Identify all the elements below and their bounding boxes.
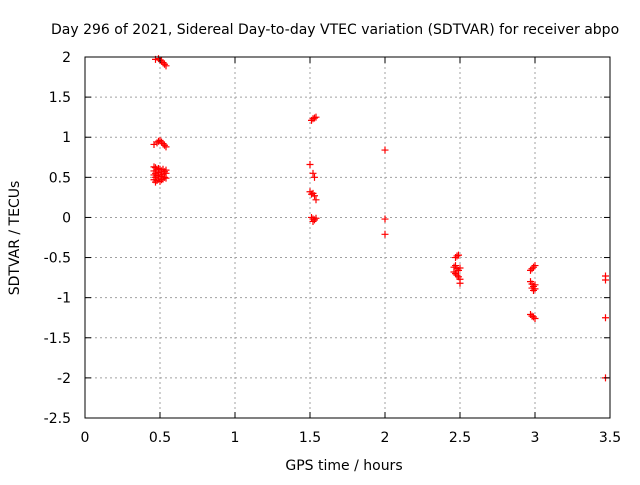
data-point <box>531 285 539 293</box>
data-point <box>153 177 161 185</box>
y-tick-label: -1.5 <box>44 331 71 347</box>
data-point <box>158 57 165 65</box>
data-point <box>450 268 458 276</box>
data-point <box>308 190 315 198</box>
data-point <box>159 59 167 67</box>
data-point <box>530 263 537 271</box>
data-point <box>159 140 167 148</box>
x-tick-label: 1.5 <box>299 430 321 446</box>
data-point <box>381 146 389 154</box>
labels-layer: 0 0.5 1 1.5 2 2.5 3 3.5 2 1.5 1 0.5 0 -0.5 -1 -1.5 -2 -2.… <box>44 50 621 446</box>
data-point <box>530 286 537 294</box>
x-axis-title: GPS time / hours <box>285 458 402 474</box>
data-point <box>528 265 536 273</box>
y-tick-label: 2 <box>62 50 71 66</box>
data-point <box>456 264 464 272</box>
data-point <box>530 313 537 321</box>
data-point <box>309 115 317 123</box>
data-point <box>453 265 461 273</box>
data-point <box>159 175 167 183</box>
data-point <box>602 276 609 284</box>
data-point <box>158 138 165 146</box>
x-tick-label: 0 <box>81 430 90 446</box>
y-tick-label: -0.5 <box>44 251 71 267</box>
data-point <box>527 266 534 274</box>
data-point <box>156 171 164 179</box>
data-point <box>311 216 318 224</box>
data-point <box>312 196 320 204</box>
y-tick-label: -2.5 <box>44 411 71 427</box>
x-tick-label: 2 <box>381 430 390 446</box>
data-point <box>452 270 459 278</box>
data-point <box>531 262 539 270</box>
data-point <box>309 169 317 177</box>
ticks-layer <box>84 56 611 419</box>
x-tick-label: 0.5 <box>149 430 171 446</box>
y-tick-label: 0.5 <box>49 170 71 186</box>
y-axis-title: SDTVAR / TECUs <box>7 181 23 296</box>
data-point <box>162 143 170 151</box>
data-point <box>311 114 318 122</box>
data-point <box>311 192 318 200</box>
data-point <box>381 215 389 223</box>
data-point <box>312 113 320 121</box>
y-tick-label: -1 <box>57 291 71 307</box>
x-tick-label: 3 <box>531 430 540 446</box>
grid-layer <box>85 57 610 418</box>
data-point <box>156 136 164 144</box>
data-point <box>531 315 539 323</box>
data-point <box>162 174 170 182</box>
y-tick-label: 0 <box>62 210 71 226</box>
chart-title: Day 296 of 2021, Sidereal Day-to-day VTE… <box>51 22 619 38</box>
y-tick-label: 1 <box>62 130 71 146</box>
data-point <box>161 141 168 149</box>
data-point <box>602 314 609 322</box>
data-point <box>161 173 168 181</box>
data-point <box>381 230 389 238</box>
x-tick-label: 3.5 <box>599 430 621 446</box>
data-point <box>452 262 459 270</box>
data-point <box>312 214 320 222</box>
data-point <box>309 217 317 225</box>
data-point <box>161 60 168 68</box>
data-point <box>455 251 462 259</box>
data-point <box>456 279 464 287</box>
data-point <box>311 173 318 181</box>
x-tick-label: 1 <box>231 430 240 446</box>
y-tick-label: -2 <box>57 371 71 387</box>
plot-frame <box>84 56 611 419</box>
y-tick-label: 1.5 <box>49 90 71 106</box>
data-point <box>453 252 461 260</box>
x-tick-label: 2.5 <box>449 430 471 446</box>
data-point <box>453 271 461 279</box>
data-point <box>150 140 158 148</box>
data-point <box>152 178 159 186</box>
data-point <box>306 160 314 168</box>
data-point <box>162 62 170 70</box>
data-point <box>155 137 162 145</box>
